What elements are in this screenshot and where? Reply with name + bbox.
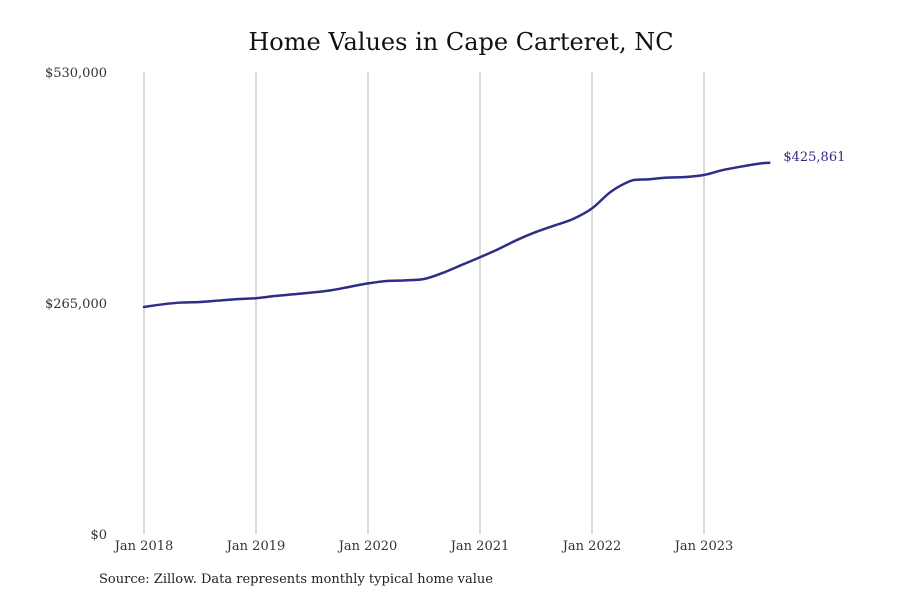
series-line xyxy=(142,161,771,309)
source-note: Source: Zillow. Data represents monthly … xyxy=(99,572,493,587)
y-tick-label: $0 xyxy=(90,528,107,543)
end-value-label: $425,861 xyxy=(783,150,845,165)
x-tick-label: Jan 2020 xyxy=(337,539,398,554)
x-tick-label: Jan 2022 xyxy=(561,539,622,554)
x-axis-labels: Jan 2018 Jan 2019 Jan 2020 Jan 2021 Jan 2022… xyxy=(113,539,734,554)
x-tick-label: Jan 2021 xyxy=(449,539,510,554)
x-gridlines xyxy=(143,72,705,534)
y-axis-labels: $0 $265,000 $530,000 xyxy=(45,66,107,543)
y-tick-label: $265,000 xyxy=(45,297,107,312)
series-group: $425,861 xyxy=(142,150,845,309)
x-tick-label: Jan 2018 xyxy=(113,539,174,554)
chart-title: Home Values in Cape Carteret, NC xyxy=(248,28,673,56)
x-tick-label: Jan 2019 xyxy=(225,539,286,554)
x-tick-label: Jan 2023 xyxy=(673,539,734,554)
y-tick-label: $530,000 xyxy=(45,66,107,81)
